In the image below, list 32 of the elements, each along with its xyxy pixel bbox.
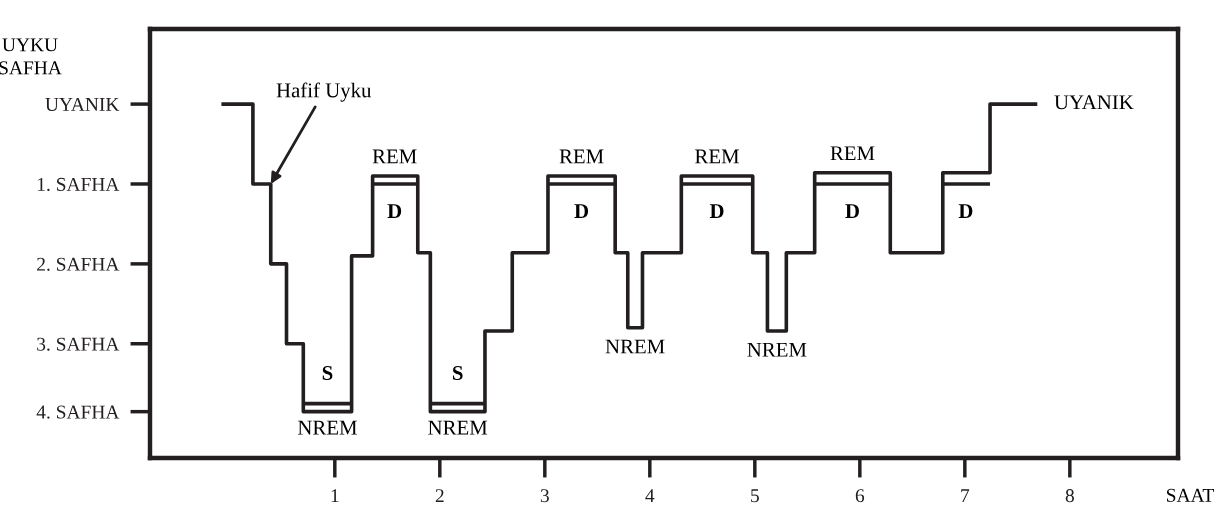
x-tick-label: 2	[435, 489, 444, 503]
annotation: Hafif Uyku	[276, 82, 372, 102]
x-tick-label: 8	[1065, 489, 1074, 503]
annotation: S	[322, 366, 333, 380]
x-tick-label: 4	[645, 489, 655, 503]
annotation: D	[574, 204, 589, 218]
y-tick-label: UYANIK	[45, 98, 120, 112]
x-tick-label: 5	[751, 489, 759, 503]
y-tick-label: 3. SAFHA	[37, 337, 120, 351]
annotation: D	[845, 204, 859, 218]
annotation: REM	[559, 149, 604, 164]
annotation: REM	[372, 149, 417, 164]
annotation: REM	[695, 149, 739, 164]
annotation: NREM	[297, 420, 357, 435]
x-tick-label: 6	[855, 489, 865, 503]
annotation: NREM	[747, 342, 807, 357]
y-tick-label: 1. SAFHA	[37, 177, 120, 192]
annotation: NREM	[428, 420, 488, 435]
y-tick-label: 4. SAFHA	[36, 405, 120, 419]
annotation: UYANIK	[1054, 95, 1134, 110]
annotation: S	[452, 366, 463, 380]
annotation: NREM	[605, 339, 665, 354]
y-axis-title: UYKU SAFHA	[0, 38, 62, 75]
annotation: D	[709, 204, 724, 218]
annotation: REM	[830, 146, 875, 161]
annotation: D	[958, 204, 973, 218]
y-tick-label: 2. SAFHA	[37, 257, 120, 271]
x-tick-label: 3	[540, 489, 549, 503]
annotation: D	[387, 204, 402, 218]
x-axis-title: SAAT	[1166, 488, 1214, 502]
x-tick-label: 7	[961, 489, 970, 503]
x-tick-label: 1	[331, 489, 339, 503]
